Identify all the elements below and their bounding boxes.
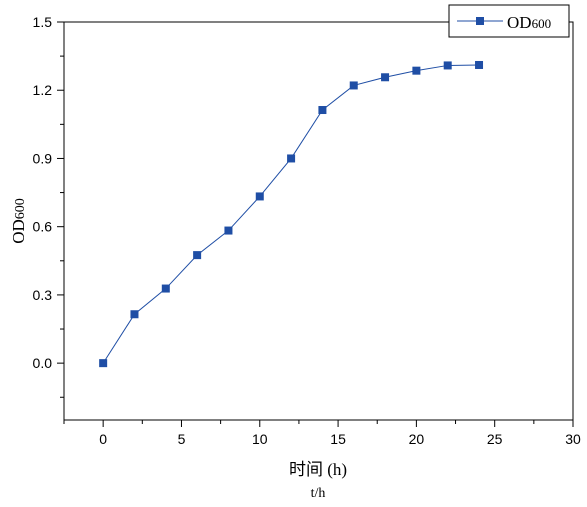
data-point (255, 192, 264, 201)
y-tick-label: 1.2 (33, 82, 53, 98)
legend: OD600 (448, 4, 570, 38)
data-point (130, 310, 139, 319)
x-axis-label-secondary: t/h (311, 486, 326, 501)
data-point (193, 251, 202, 260)
y-tick-label: 1.5 (33, 14, 53, 30)
y-tick-label: 0.6 (33, 219, 53, 235)
data-point (318, 106, 327, 115)
y-tick-label: 0.0 (33, 355, 53, 371)
x-tick-label: 10 (252, 431, 268, 447)
x-tick-label: 0 (99, 431, 107, 447)
x-tick-label: 30 (565, 431, 581, 447)
x-tick-label: 5 (178, 431, 186, 447)
x-tick-label: 25 (487, 431, 503, 447)
data-point (475, 60, 484, 69)
data-point (287, 154, 296, 163)
x-tick-label: 15 (330, 431, 346, 447)
x-axis-label: 时间 (h) (289, 460, 347, 479)
y-axis-label: OD600 (9, 198, 28, 244)
data-point (224, 226, 233, 235)
x-tick-label: 20 (409, 431, 425, 447)
data-point (99, 359, 108, 368)
y-tick-label: 0.3 (33, 287, 53, 303)
data-point (412, 66, 421, 75)
legend-marker (476, 17, 484, 25)
data-point (443, 61, 452, 70)
legend-label: OD600 (507, 13, 551, 32)
data-point (161, 284, 170, 293)
y-tick-label: 0.9 (33, 150, 53, 166)
x-axis-ticks: 0 5 10 15 20 25 30 (63, 420, 581, 447)
data-point (381, 73, 390, 82)
series-line (102, 64, 480, 364)
data-point (349, 81, 358, 90)
series-od600 (99, 60, 484, 368)
y-axis-ticks: 0.0 0.3 0.6 0.9 1.2 1.5 (33, 14, 64, 398)
plot-frame (63, 21, 574, 421)
